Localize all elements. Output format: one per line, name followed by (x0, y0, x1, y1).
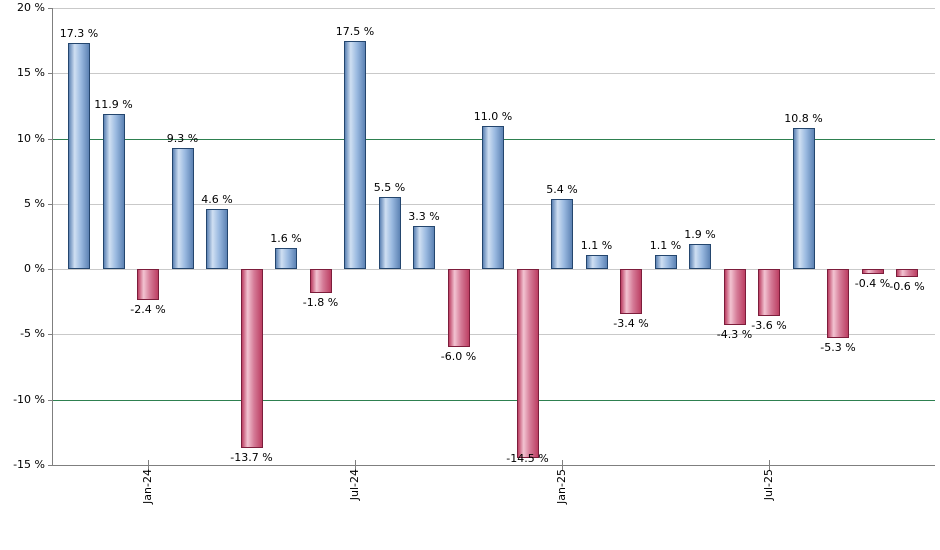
positive-bar (68, 43, 90, 270)
gridline (52, 269, 935, 271)
bar-value-label: -5.3 % (820, 341, 856, 355)
y-axis-tick (48, 269, 52, 271)
positive-bar (689, 244, 711, 270)
y-axis-tick (48, 399, 52, 401)
negative-bar (723, 269, 746, 326)
positive-bar (206, 209, 228, 270)
bar-value-label: -2.4 % (130, 303, 166, 317)
bar-value-label: 1.9 % (684, 228, 716, 242)
bar-value-label: 1.1 % (580, 238, 613, 252)
bar-value-label: 1.1 % (649, 238, 682, 252)
y-axis-label: -15 % (13, 458, 45, 471)
bar-value-label: 11.0 % (473, 109, 513, 123)
x-axis-label: Jan-24 (141, 469, 154, 504)
x-axis-line (52, 465, 935, 466)
x-axis-tick (355, 460, 356, 471)
positive-bar (654, 254, 677, 270)
gridline (52, 334, 935, 336)
y-axis-label: 20 % (17, 1, 45, 14)
bar-value-label: 1.6 % (270, 232, 302, 246)
positive-bar (102, 113, 125, 270)
gridline (52, 8, 935, 9)
negative-bar (137, 269, 159, 301)
x-axis-tick (769, 460, 770, 471)
positive-bar (792, 128, 815, 270)
bar-value-label: 4.6 % (201, 193, 233, 207)
y-axis-line (52, 8, 53, 466)
negative-bar (827, 269, 849, 339)
x-axis-tick (148, 460, 149, 471)
y-axis-label: 15 % (17, 66, 45, 80)
bar-value-label: 10.8 % (784, 112, 823, 126)
positive-bar (413, 226, 435, 270)
bar-value-label: -1.8 % (302, 295, 339, 309)
bar-value-label: 17.3 % (59, 27, 99, 41)
x-axis-label: Jan-25 (555, 469, 568, 504)
y-axis-tick (48, 73, 52, 75)
negative-bar (240, 269, 263, 449)
y-axis-tick (48, 138, 52, 140)
bar-value-label: -3.4 % (613, 316, 649, 330)
y-axis-tick (48, 8, 52, 9)
bar-value-label: -4.3 % (716, 328, 753, 342)
bar-value-label: -0.6 % (889, 279, 925, 293)
y-axis-label: 5 % (24, 196, 45, 210)
y-axis-tick (48, 465, 52, 466)
y-axis-label: -5 % (20, 327, 45, 341)
y-axis-tick (48, 203, 52, 205)
x-axis-label: Jul-25 (762, 469, 775, 501)
bar-value-label: 11.9 % (94, 97, 133, 111)
negative-bar (516, 269, 539, 459)
y-axis-label: -10 % (13, 392, 45, 406)
negative-bar (758, 269, 780, 317)
y-axis-label: 0 % (24, 262, 45, 276)
bar-value-label: 9.3 % (166, 131, 199, 145)
positive-bar (482, 125, 504, 270)
negative-bar (620, 269, 642, 314)
positive-bar (585, 254, 608, 270)
negative-bar (309, 269, 332, 293)
bar-value-label: -0.4 % (854, 277, 891, 291)
positive-bar (551, 198, 573, 270)
bar-value-label: -14.5 % (506, 452, 549, 465)
negative-bar (896, 269, 918, 277)
bar-value-label: 5.5 % (373, 181, 406, 195)
gridline (52, 73, 935, 75)
bar-value-label: -13.7 % (230, 451, 273, 465)
bar-value-label: -6.0 % (440, 350, 477, 364)
bar-value-label: 3.3 % (408, 210, 440, 224)
bar-value-label: 17.5 % (335, 24, 375, 38)
x-axis-tick (562, 460, 563, 471)
y-axis-label: 10 % (17, 131, 45, 145)
positive-bar (171, 147, 194, 270)
bar-value-label: -3.6 % (751, 319, 787, 333)
threshold-line (52, 399, 935, 401)
positive-bar (378, 197, 401, 270)
y-axis-tick (48, 334, 52, 336)
positive-bar (275, 248, 297, 270)
positive-bar (344, 40, 366, 270)
x-axis-label: Jul-24 (348, 469, 361, 501)
negative-bar (861, 269, 884, 275)
negative-bar (447, 269, 470, 348)
bar-value-label: 5.4 % (546, 182, 578, 196)
